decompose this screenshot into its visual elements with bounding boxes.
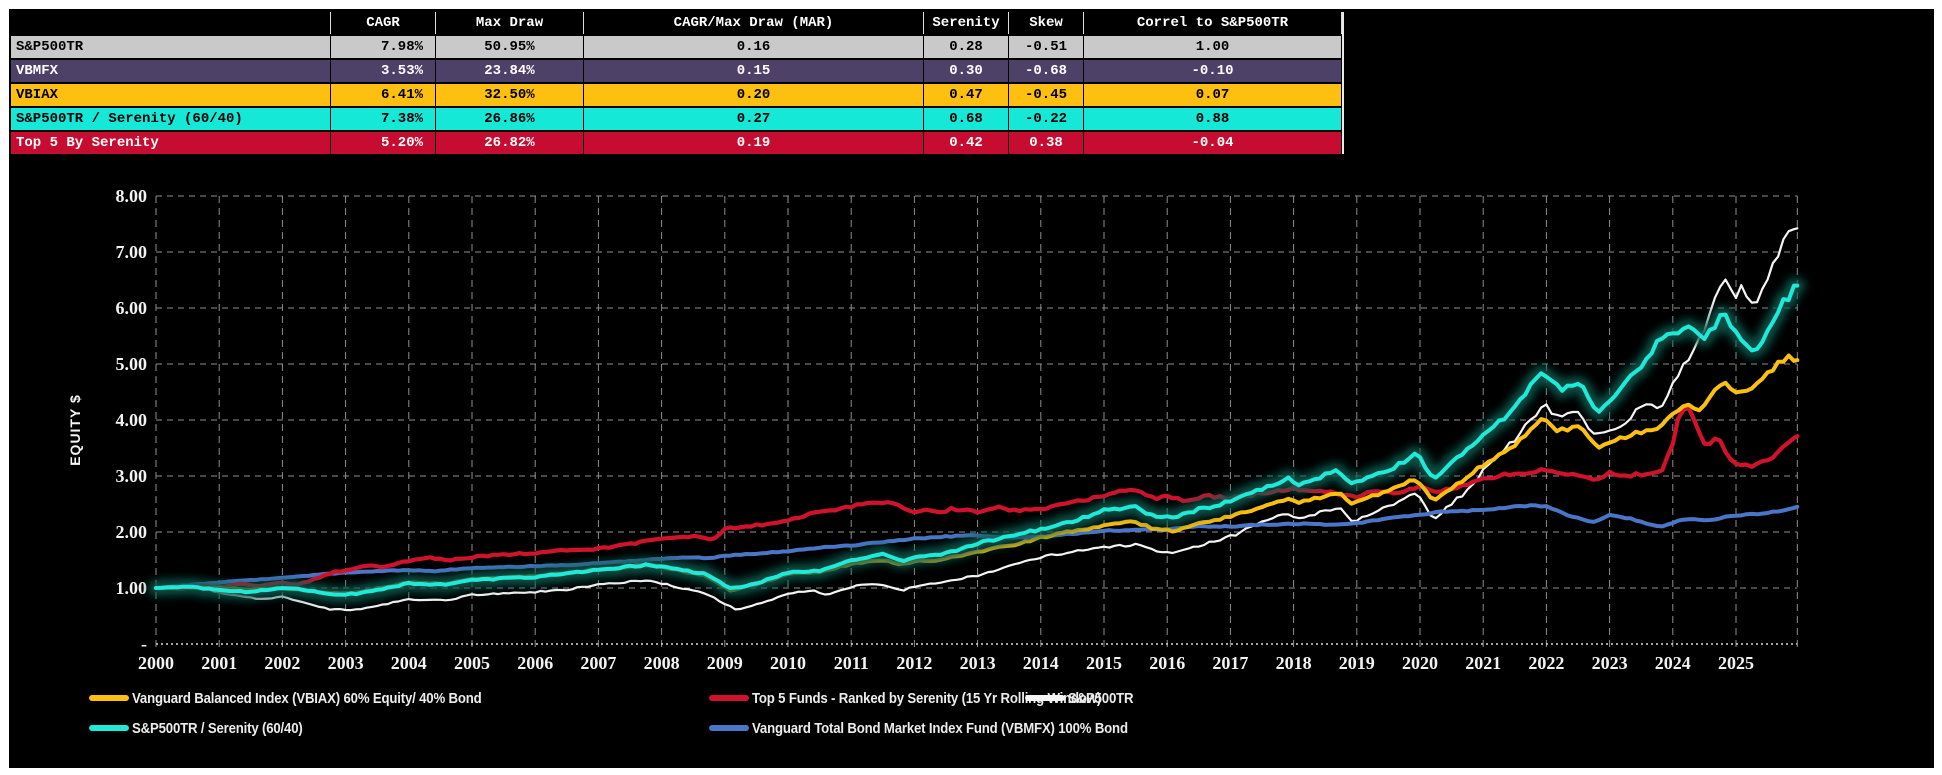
stat-value: 0.19 <box>584 132 924 154</box>
equity-chart: 8.00 7.00 6.00 5.00 4.00 3.00 2.00 1.00 -2000 200… <box>116 186 1806 673</box>
column-header: Serenity <box>924 12 1009 34</box>
x-tick-label: 2021 <box>1465 653 1501 673</box>
series-glow <box>148 277 1806 603</box>
y-tick-label: - <box>141 634 147 654</box>
stat-value: 0.38 <box>1009 132 1084 154</box>
stat-value: 0.07 <box>1084 84 1342 106</box>
table-row: Top 5 By Serenity 5.20% 26.82% 0.19 0.42 0.38… <box>11 132 1342 154</box>
table-body: S&P500TR 7.98% 50.95% 0.16 0.28 -0.51 1.00 VBMF… <box>11 36 1342 154</box>
stat-value: 0.88 <box>1084 108 1342 130</box>
column-header: Max Draw <box>436 12 584 34</box>
stat-value: 7.98% <box>331 36 436 58</box>
x-tick-label: 2011 <box>834 653 869 673</box>
column-header: Skew <box>1009 12 1084 34</box>
x-tick-label: 2008 <box>644 653 680 673</box>
series-line <box>154 283 1800 597</box>
stat-value: 0.42 <box>924 132 1009 154</box>
column-header: CAGR <box>331 12 436 34</box>
x-tick-label: 2006 <box>517 653 553 673</box>
y-tick-label: 1.00 <box>116 578 148 598</box>
axis-tick-labels: 8.00 7.00 6.00 5.00 4.00 3.00 2.00 1.00 -2000 200… <box>116 186 1755 673</box>
x-tick-label: 2001 <box>201 653 237 673</box>
x-tick-label: 2015 <box>1086 653 1122 673</box>
column-header <box>11 12 331 34</box>
y-axis-title: EQUITY $ <box>67 394 83 466</box>
x-tick-label: 2022 <box>1528 653 1564 673</box>
stat-value: 50.95% <box>436 36 584 58</box>
stat-value: 32.50% <box>436 84 584 106</box>
series-line <box>153 405 1800 591</box>
table-row: S&P500TR 7.98% 50.95% 0.16 0.28 -0.51 1.00 <box>11 36 1342 58</box>
x-tick-label: 2010 <box>770 653 806 673</box>
row-label: VBMFX <box>11 60 331 82</box>
stat-value: 7.38% <box>331 108 436 130</box>
stat-value: -0.10 <box>1084 60 1342 82</box>
stat-value: -0.45 <box>1009 84 1084 106</box>
column-header: Correl to S&P500TR <box>1084 12 1342 34</box>
x-tick-label: 2020 <box>1402 653 1438 673</box>
x-tick-label: 2013 <box>960 653 996 673</box>
stat-value: 0.68 <box>924 108 1009 130</box>
x-tick-label: 2023 <box>1592 653 1628 673</box>
x-tick-label: 2007 <box>580 653 616 673</box>
table-header-row: CAGR Max Draw CAGR/Max Draw (MAR) Serenity S… <box>11 12 1342 34</box>
series-lines <box>148 227 1806 612</box>
grid-lines <box>155 195 1798 651</box>
stat-value: 0.15 <box>584 60 924 82</box>
stat-value: 0.16 <box>584 36 924 58</box>
y-tick-label: 7.00 <box>116 242 148 262</box>
x-tick-label: 2012 <box>896 653 932 673</box>
stat-value: 26.82% <box>436 132 584 154</box>
y-tick-label: 3.00 <box>116 466 148 486</box>
stat-value: 23.84% <box>436 60 584 82</box>
row-label: S&P500TR <box>11 36 331 58</box>
stat-value: 0.47 <box>924 84 1009 106</box>
series-line <box>154 353 1800 596</box>
stat-value: -0.22 <box>1009 108 1084 130</box>
x-tick-label: 2004 <box>391 653 427 673</box>
stat-value: -0.68 <box>1009 60 1084 82</box>
x-tick-label: 2017 <box>1212 653 1248 673</box>
stat-value: -0.04 <box>1084 132 1342 154</box>
stat-value: 1.00 <box>1084 36 1342 58</box>
y-tick-label: 4.00 <box>116 410 148 430</box>
stat-value: 0.30 <box>924 60 1009 82</box>
stat-value: 0.20 <box>584 84 924 106</box>
stat-value: 0.27 <box>584 108 924 130</box>
table-row: S&P500TR / Serenity (60/40) 7.38% 26.86% 0.… <box>11 108 1342 130</box>
x-tick-label: 2016 <box>1149 653 1185 673</box>
x-tick-label: 2009 <box>707 653 743 673</box>
x-tick-label: 2005 <box>454 653 490 673</box>
stat-value: -0.51 <box>1009 36 1084 58</box>
x-tick-label: 2002 <box>264 653 300 673</box>
row-label: Top 5 By Serenity <box>11 132 331 154</box>
x-tick-label: 2025 <box>1718 653 1754 673</box>
y-tick-label: 8.00 <box>116 186 148 206</box>
stat-value: 6.41% <box>331 84 436 106</box>
row-label: VBIAX <box>11 84 331 106</box>
stat-value: 26.86% <box>436 108 584 130</box>
column-header: CAGR/Max Draw (MAR) <box>584 12 924 34</box>
x-tick-label: 2024 <box>1655 653 1691 673</box>
x-tick-label: 2019 <box>1339 653 1375 673</box>
table-row: VBMFX 3.53% 23.84% 0.15 0.30 -0.68 -0.10 <box>11 60 1342 82</box>
stats-table: CAGR Max Draw CAGR/Max Draw (MAR) Serenity S… <box>11 12 1344 154</box>
x-tick-label: 2018 <box>1276 653 1312 673</box>
y-tick-label: 2.00 <box>116 522 148 542</box>
series-line <box>154 227 1799 612</box>
y-tick-label: 5.00 <box>116 354 148 374</box>
row-label: S&P500TR / Serenity (60/40) <box>11 108 331 130</box>
table-row: VBIAX 6.41% 32.50% 0.20 0.47 -0.45 0.07 <box>11 84 1342 106</box>
y-tick-label: 6.00 <box>116 298 148 318</box>
x-tick-label: 2000 <box>138 653 174 673</box>
chart-canvas: 8.00 7.00 6.00 5.00 4.00 3.00 2.00 1.00 -2000 200… <box>9 9 1934 768</box>
x-tick-label: 2003 <box>328 653 364 673</box>
stat-value: 0.28 <box>924 36 1009 58</box>
x-tick-label: 2014 <box>1023 653 1059 673</box>
stat-value: 5.20% <box>331 132 436 154</box>
stat-value: 3.53% <box>331 60 436 82</box>
